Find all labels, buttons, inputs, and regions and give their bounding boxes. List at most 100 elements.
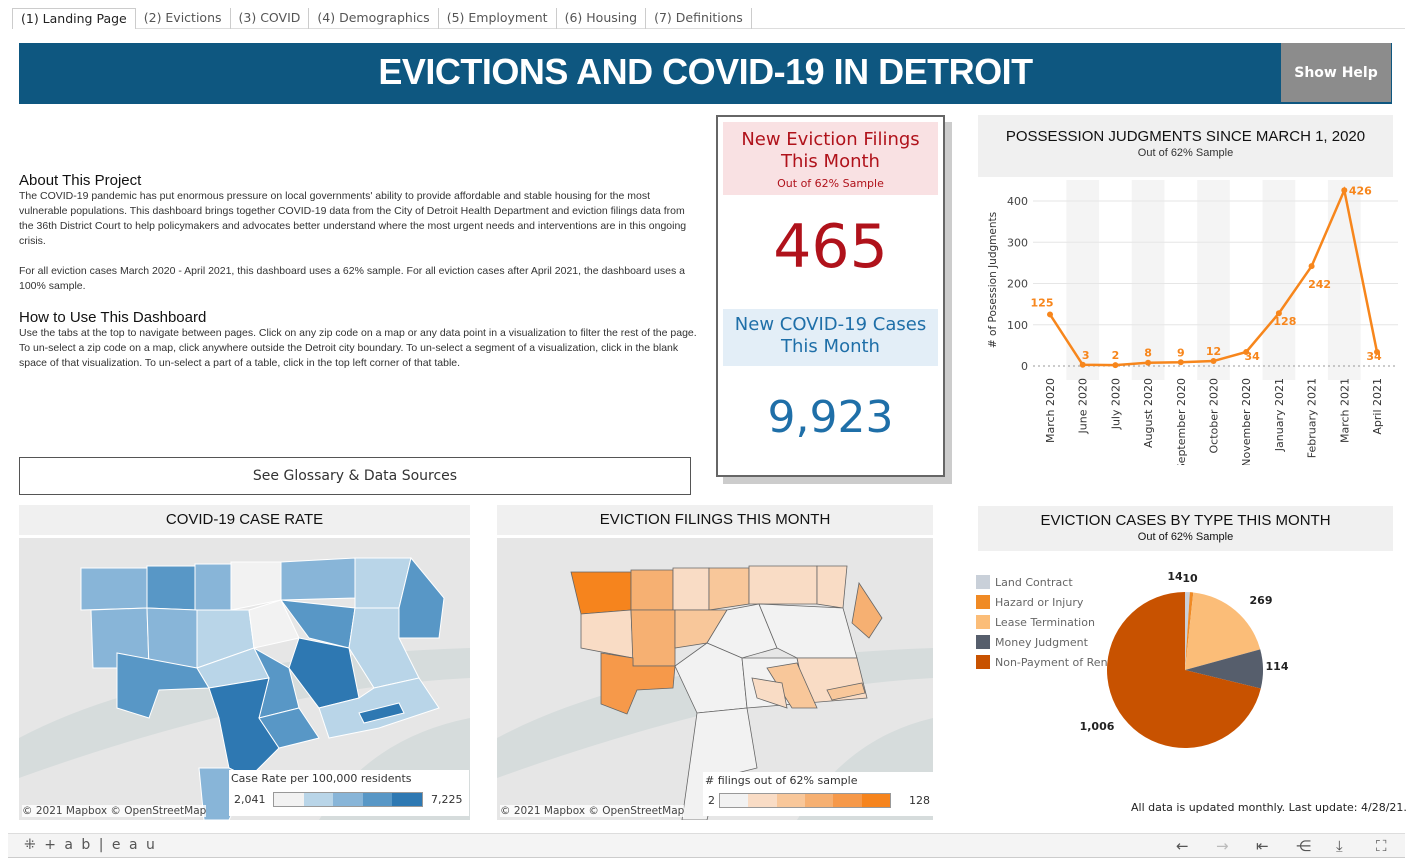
fullscreen-icon[interactable]: ⛶ [1376, 837, 1387, 855]
line-chart-subtitle: Out of 62% Sample [1137, 147, 1234, 159]
x-tick-label: March 2021 [1338, 378, 1351, 443]
share-icon[interactable]: ⋲ [1296, 837, 1311, 855]
page-title: EVICTIONS AND COVID-19 IN DETROIT [378, 51, 1033, 92]
column-band [1197, 180, 1230, 380]
legend-swatch [976, 635, 990, 649]
about-heading: About This Project [19, 172, 142, 189]
data-label: 34 [1245, 350, 1261, 363]
data-label: 2 [1112, 349, 1120, 362]
legend-item[interactable]: Lease Termination [976, 612, 1108, 632]
legend-item[interactable]: Money Judgment [976, 632, 1108, 652]
x-tick-label: July 2020 [1109, 378, 1122, 430]
legend-swatch [720, 794, 749, 807]
eviction-map-attribution[interactable]: © 2021 Mapbox © OpenStreetMap [500, 805, 685, 817]
tab-housing[interactable]: (6) Housing [557, 8, 647, 29]
pie-slice [1185, 592, 1261, 670]
y-tick-label: 100 [1007, 319, 1028, 332]
glossary-button[interactable]: See Glossary & Data Sources [19, 457, 691, 495]
x-tick-label: November 2020 [1240, 378, 1253, 465]
line-chart-header: POSSESSION JUDGMENTS SINCE MARCH 1, 2020… [978, 115, 1393, 177]
show-help-button[interactable]: Show Help [1281, 43, 1391, 102]
legend-swatch [303, 793, 334, 806]
data-point [1210, 358, 1217, 365]
tab-covid[interactable]: (3) COVID [231, 8, 310, 29]
legend-swatch [976, 575, 990, 589]
legend-swatch [748, 794, 777, 807]
covid-cases-title: New COVID-19 Cases This Month [734, 314, 927, 357]
covid-legend-min: 2,041 [234, 793, 266, 806]
download-icon[interactable]: ⤓ [1336, 837, 1343, 855]
legend-item[interactable]: Non-Payment of Rent [976, 652, 1108, 672]
sample-note: For all eviction cases March 2020 - Apri… [19, 265, 685, 292]
y-tick-label: 0 [1021, 360, 1028, 373]
pie-data-label: 10 [1182, 572, 1198, 585]
possession-judgments-chart[interactable]: 0 100 200 300 400 # of Posession Judgments 125… [978, 180, 1398, 465]
kpi-card: New Eviction Filings This Month Out of 6… [716, 115, 945, 477]
x-tick-label: August 2020 [1142, 378, 1155, 448]
pie-legend: Land Contract Hazard or Injury Lease Termi… [976, 572, 1108, 672]
tab-landing-page[interactable]: (1) Landing Page [12, 8, 136, 29]
covid-legend-ramp [273, 792, 423, 807]
tab-definitions[interactable]: (7) Definitions [646, 8, 752, 29]
covid-map-legend: Case Rate per 100,000 residents 2,041 7,… [229, 770, 469, 816]
y-tick-label: 200 [1007, 278, 1028, 291]
tab-employment[interactable]: (5) Employment [439, 8, 557, 29]
x-tick-label: April 2021 [1371, 378, 1384, 435]
filings-title: New Eviction Filings This Month [741, 129, 920, 172]
pie-chart-title: EVICTION CASES BY TYPE THIS MONTH [1040, 512, 1331, 529]
data-point [1243, 348, 1250, 355]
pie-data-label: 114 [1266, 660, 1289, 673]
redo-icon[interactable]: → [1216, 837, 1229, 855]
tab-evictions[interactable]: (2) Evictions [136, 8, 231, 29]
legend-label: Lease Termination [995, 615, 1095, 629]
data-label: 34 [1366, 350, 1382, 363]
covid-legend-title: Case Rate per 100,000 residents [231, 772, 412, 785]
column-band [1131, 180, 1165, 380]
covid-legend-max: 7,225 [431, 793, 463, 806]
pie-chart-subtitle: Out of 62% Sample [1137, 531, 1234, 543]
data-label: 128 [1273, 315, 1296, 328]
pie-slice [1185, 592, 1190, 670]
data-label: 12 [1206, 345, 1221, 358]
data-label: 426 [1349, 184, 1372, 197]
covid-zip-polygons[interactable] [19, 538, 470, 820]
data-label: 3 [1082, 349, 1090, 362]
legend-item[interactable]: Land Contract [976, 572, 1108, 592]
legend-swatch [776, 794, 805, 807]
covid-case-rate-map[interactable]: © 2021 Mapbox © OpenStreetMap Case Rate … [19, 538, 470, 820]
tab-demographics[interactable]: (4) Demographics [309, 8, 439, 29]
data-label: 9 [1177, 346, 1185, 359]
data-point [1308, 263, 1315, 270]
tableau-logo[interactable]: ⁜ + a b | e a u [24, 837, 157, 853]
x-tick-label: June 2020 [1077, 378, 1090, 434]
data-point [1112, 362, 1119, 369]
x-tick-label: September 2020 [1175, 378, 1188, 465]
legend-swatch [362, 793, 393, 806]
tableau-logo-icon: ⁜ [24, 837, 38, 853]
undo-icon[interactable]: ← [1176, 837, 1189, 855]
data-label: 242 [1308, 278, 1331, 291]
eviction-legend-min: 2 [708, 794, 715, 807]
covid-map-title: COVID-19 CASE RATE [19, 505, 470, 535]
eviction-type-pie-chart[interactable]: 14 10 269 114 1,006 [970, 565, 1400, 765]
eviction-map-legend: # filings out of 62% sample 2 128 [703, 772, 933, 816]
pie-chart-header: EVICTION CASES BY TYPE THIS MONTH Out of… [978, 506, 1393, 551]
tableau-logo-text: + a b | e a u [44, 837, 157, 853]
legend-item[interactable]: Hazard or Injury [976, 592, 1108, 612]
y-axis-label: # of Posession Judgments [987, 212, 999, 348]
eviction-filings-map[interactable]: © 2021 Mapbox © OpenStreetMap # filings … [497, 538, 933, 820]
howto-text: Use the tabs at the top to navigate betw… [19, 327, 697, 369]
covid-map-attribution[interactable]: © 2021 Mapbox © OpenStreetMap [22, 805, 207, 817]
eviction-legend-ramp [719, 793, 891, 808]
y-tick-label: 400 [1007, 195, 1028, 208]
data-point [1145, 359, 1152, 366]
y-tick-label: 300 [1007, 236, 1028, 249]
revert-icon[interactable]: ⇤ [1256, 837, 1269, 855]
legend-label: Land Contract [995, 575, 1073, 589]
pie-data-label: 14 [1167, 570, 1183, 583]
update-note: All data is updated monthly. Last update… [1131, 801, 1407, 814]
filings-subtitle: Out of 62% Sample [777, 177, 884, 190]
data-point [1079, 361, 1086, 368]
about-text: The COVID-19 pandemic has put enormous p… [19, 190, 687, 247]
data-point [1374, 348, 1380, 355]
